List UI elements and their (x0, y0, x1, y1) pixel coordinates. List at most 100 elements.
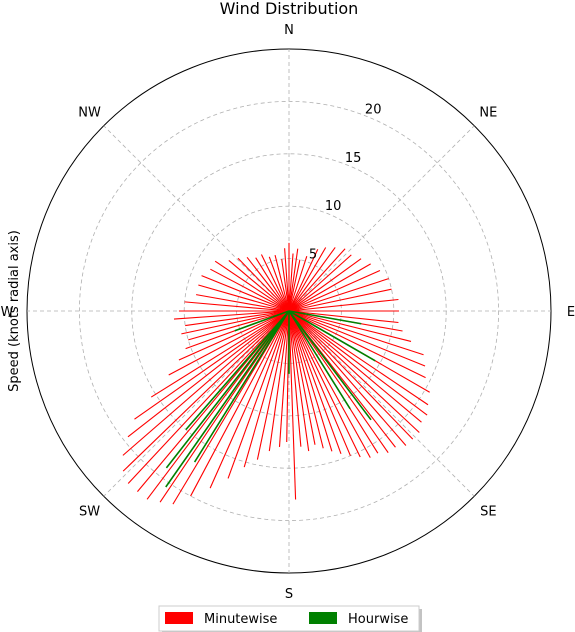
bar-hourwise-5 (288, 310, 351, 410)
bar-minutewise-24 (288, 310, 429, 406)
bar-minutewise-10 (288, 258, 362, 312)
bar-minutewise-33 (288, 310, 371, 458)
bar-minutewise-67 (173, 310, 290, 320)
bar-minutewise-62 (178, 310, 290, 361)
bar-minutewise-26 (288, 310, 422, 423)
bar-minutewise-79 (260, 254, 290, 312)
bar-minutewise-71 (198, 284, 290, 312)
bar-minutewise-28 (288, 310, 414, 440)
bar-minutewise-7 (288, 247, 336, 312)
radial-tick-5: 5 (309, 248, 317, 263)
legend-label-minutewise: Minutewise (204, 612, 277, 627)
bar-minutewise-19 (288, 310, 412, 342)
bar-minutewise-22 (288, 310, 426, 379)
bar-minutewise-6 (288, 247, 327, 312)
grid-spoke-ne (288, 125, 475, 312)
direction-label-n: N (284, 23, 294, 38)
bar-hourwise-2 (165, 310, 290, 469)
bar-minutewise-58 (127, 310, 290, 438)
legend-swatch-hourwise (309, 612, 337, 624)
bar-minutewise-65 (181, 310, 290, 335)
direction-label-e: E (567, 305, 575, 320)
bar-minutewise-81 (274, 254, 290, 312)
bar-minutewise-74 (214, 260, 290, 312)
direction-label-sw: SW (79, 504, 100, 519)
bar-minutewise-73 (210, 268, 290, 312)
bar-minutewise-44 (278, 310, 290, 447)
radial-tick-20: 20 (365, 102, 382, 117)
grid-ring-20 (78, 100, 500, 522)
bar-minutewise-72 (201, 275, 290, 312)
bar-minutewise-83 (284, 248, 290, 312)
bar-minutewise-78 (255, 257, 290, 312)
grid-spoke-nw (103, 125, 290, 312)
legend-label-hourwise: Hourwise (348, 612, 408, 627)
bar-minutewise-15 (288, 298, 399, 312)
chart-title: Wind Distribution (220, 0, 359, 18)
y-axis-label: Speed (knots radial axis) (7, 230, 22, 392)
bar-minutewise-12 (288, 270, 381, 312)
bar-minutewise-36 (288, 310, 342, 454)
bar-minutewise-2 (288, 248, 299, 312)
bar-minutewise-82 (281, 259, 290, 312)
bar-minutewise-40 (288, 310, 310, 452)
bar-minutewise-4 (288, 256, 308, 312)
bar-hourwise-3 (185, 310, 290, 431)
bar-hourwise-7 (288, 310, 362, 325)
direction-label-s: S (285, 587, 293, 602)
legend: Minutewise Hourwise (158, 605, 422, 632)
bar-minutewise-80 (268, 256, 290, 312)
direction-label-nw: NW (78, 106, 101, 121)
bar-minutewise-14 (288, 288, 392, 312)
bar-minutewise-20 (288, 310, 424, 356)
series-hourwise (165, 310, 376, 488)
bar-minutewise-34 (288, 310, 361, 458)
bar-minutewise-1 (288, 253, 294, 312)
bar-minutewise-50 (190, 310, 290, 497)
bar-minutewise-75 (228, 260, 290, 312)
grid-spoke-se (288, 310, 475, 497)
direction-label-ne: NE (479, 106, 497, 121)
bar-minutewise-5 (288, 249, 319, 312)
bar-minutewise-45 (268, 310, 290, 452)
direction-label-w: W (1, 305, 14, 320)
radial-tick-labels: 5 10 15 20 (309, 102, 382, 262)
bar-minutewise-31 (288, 310, 389, 453)
legend-frame (158, 605, 420, 632)
wind-bars (122, 242, 430, 505)
bar-minutewise-27 (288, 310, 420, 433)
bar-hourwise-6 (288, 310, 376, 362)
bar-minutewise-70 (196, 294, 290, 312)
bar-minutewise-3 (288, 259, 301, 312)
bar-minutewise-17 (288, 310, 399, 324)
bar-minutewise-64 (188, 310, 290, 341)
radial-tick-10: 10 (325, 199, 342, 214)
bar-minutewise-46 (256, 310, 290, 460)
bar-minutewise-11 (288, 263, 371, 312)
bar-minutewise-35 (288, 310, 351, 456)
bar-minutewise-21 (288, 310, 426, 367)
direction-label-se: SE (480, 504, 496, 519)
bar-minutewise-69 (184, 301, 290, 312)
bar-minutewise-57 (122, 310, 290, 456)
bar-hourwise-4 (288, 310, 372, 421)
bar-minutewise-38 (288, 310, 324, 449)
bar-minutewise-42 (288, 310, 297, 500)
direction-labels: N NE E SE S SW W NW (1, 23, 575, 602)
bar-minutewise-41 (288, 310, 302, 447)
bar-hourwise-0 (193, 310, 290, 463)
bar-minutewise-25 (288, 310, 428, 416)
bar-minutewise-39 (288, 310, 316, 445)
bar-minutewise-66 (185, 310, 290, 327)
bar-minutewise-47 (243, 310, 290, 468)
bar-minutewise-61 (168, 310, 290, 376)
bar-minutewise-77 (246, 256, 290, 312)
bar-hourwise-9 (234, 310, 290, 332)
bar-minutewise-76 (237, 257, 290, 312)
bar-minutewise-29 (288, 310, 407, 446)
grid-spoke-sw (103, 310, 290, 497)
bar-minutewise-56 (122, 310, 290, 472)
bar-minutewise-55 (127, 310, 290, 484)
bar-minutewise-37 (288, 310, 333, 452)
